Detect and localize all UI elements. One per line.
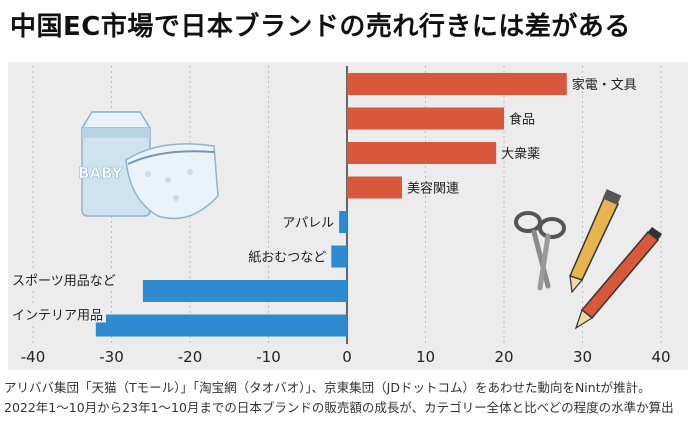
bars-layer <box>95 73 567 337</box>
x-tick-label: -40 <box>21 348 46 366</box>
x-tick-label: 0 <box>342 348 352 366</box>
x-tick-label: -20 <box>178 348 203 366</box>
source-note: アリババ集団「天猫（Tモール）」「淘宝網（タオバオ）」、京東集団（JDドットコム… <box>4 380 651 395</box>
x-tick-label: 40 <box>651 348 670 366</box>
category-label: スポーツ用品など <box>12 274 116 289</box>
category-label: インテリア用品 <box>12 309 103 324</box>
x-tick-label: 20 <box>494 348 513 366</box>
bar <box>95 314 347 337</box>
category-label: 大衆薬 <box>501 146 540 162</box>
bar <box>347 107 504 130</box>
baby-diapers-illustration: BABY <box>78 111 219 220</box>
category-label-bg <box>9 304 106 323</box>
svg-text:BABY: BABY <box>78 164 124 182</box>
stationery-illustration <box>514 189 662 330</box>
bar <box>339 211 347 233</box>
bar <box>347 73 567 95</box>
chart-title: 中国EC市場で日本ブランドの売れ行きには差がある <box>10 12 631 42</box>
x-tick-label: -10 <box>256 348 281 366</box>
bar <box>142 280 347 302</box>
category-label: 家電・文具 <box>572 77 637 93</box>
category-label: 食品 <box>509 112 535 128</box>
category-label-bg <box>9 270 119 288</box>
category-label: アパレル <box>282 216 334 231</box>
bar <box>347 176 402 199</box>
x-tick-label: 10 <box>416 348 435 366</box>
bar <box>347 142 497 164</box>
ticks-layer: -40 -30 -20 -10 0 10 20 30 40 <box>21 348 671 366</box>
x-tick-label: -30 <box>99 348 124 366</box>
category-label: 美容関連 <box>407 181 459 197</box>
method-note: 2022年1～10月から23年1～10月までの日本ブランドの販売額の成長が、カテ… <box>4 400 674 415</box>
bar <box>331 245 347 268</box>
x-tick-label: 30 <box>573 348 592 366</box>
category-label: 紙おむつなど <box>248 251 326 266</box>
